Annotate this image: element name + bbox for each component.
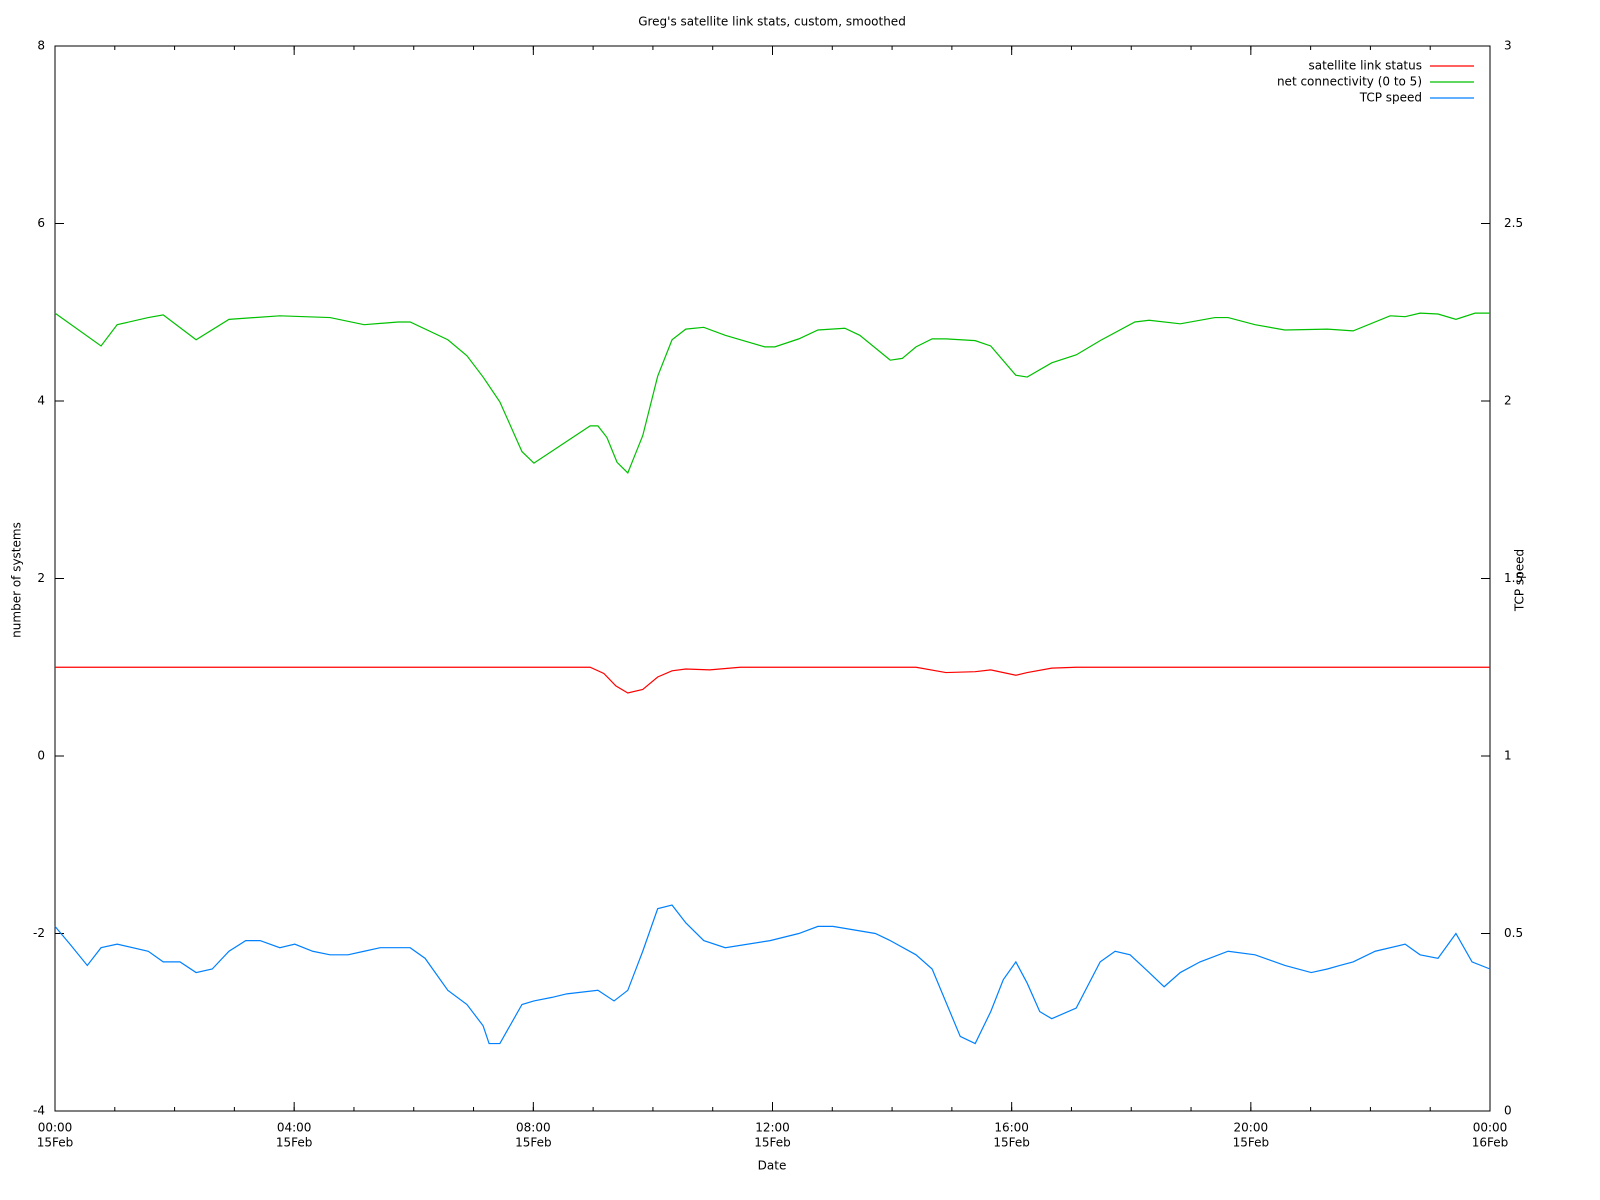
y-tick-label: 8 (37, 39, 45, 53)
x-tick-label: 00:00 (1473, 1121, 1508, 1135)
y2-tick-label: 1.5 (1504, 571, 1523, 585)
x-tick-date: 15Feb (754, 1136, 791, 1150)
x-tick-date: 16Feb (1472, 1136, 1509, 1150)
x-axis-label: Date (758, 1159, 787, 1173)
y-tick-label: 4 (37, 394, 45, 408)
x-tick-label: 08:00 (516, 1121, 551, 1135)
legend-label: TCP speed (1359, 91, 1422, 105)
x-tick-label: 04:00 (277, 1121, 312, 1135)
x-tick-date: 15Feb (515, 1136, 552, 1150)
y2-tick-label: 0.5 (1504, 926, 1523, 940)
y-tick-label: -2 (33, 926, 45, 940)
x-tick-label: 00:00 (38, 1121, 73, 1135)
y2-tick-label: 0 (1504, 1104, 1512, 1118)
y-tick-label: 0 (37, 749, 45, 763)
x-tick-label: 16:00 (994, 1121, 1029, 1135)
series-line (54, 904, 1491, 1045)
y2-tick-label: 3 (1504, 39, 1512, 53)
x-tick-date: 15Feb (1233, 1136, 1270, 1150)
y2-tick-label: 1 (1504, 749, 1512, 763)
series-line (54, 312, 1490, 474)
legend-label: satellite link status (1308, 59, 1422, 73)
legend-label: net connectivity (0 to 5) (1277, 75, 1422, 89)
series-line (55, 666, 1490, 694)
x-tick-date: 15Feb (993, 1136, 1030, 1150)
x-tick-label: 12:00 (755, 1121, 790, 1135)
y-tick-label: 2 (37, 571, 45, 585)
x-tick-label: 20:00 (1234, 1121, 1269, 1135)
chart-title: Greg's satellite link stats, custom, smo… (638, 15, 906, 29)
y2-axis-label: TCP speed (1513, 549, 1527, 612)
y-tick-label: -4 (33, 1104, 45, 1118)
y-axis-label: number of systems (10, 522, 24, 638)
y2-tick-label: 2.5 (1504, 216, 1523, 230)
x-tick-date: 15Feb (276, 1136, 313, 1150)
plot-frame (54, 45, 1491, 1112)
y-tick-label: 6 (37, 216, 45, 230)
x-tick-date: 15Feb (37, 1136, 74, 1150)
y2-tick-label: 2 (1504, 394, 1512, 408)
